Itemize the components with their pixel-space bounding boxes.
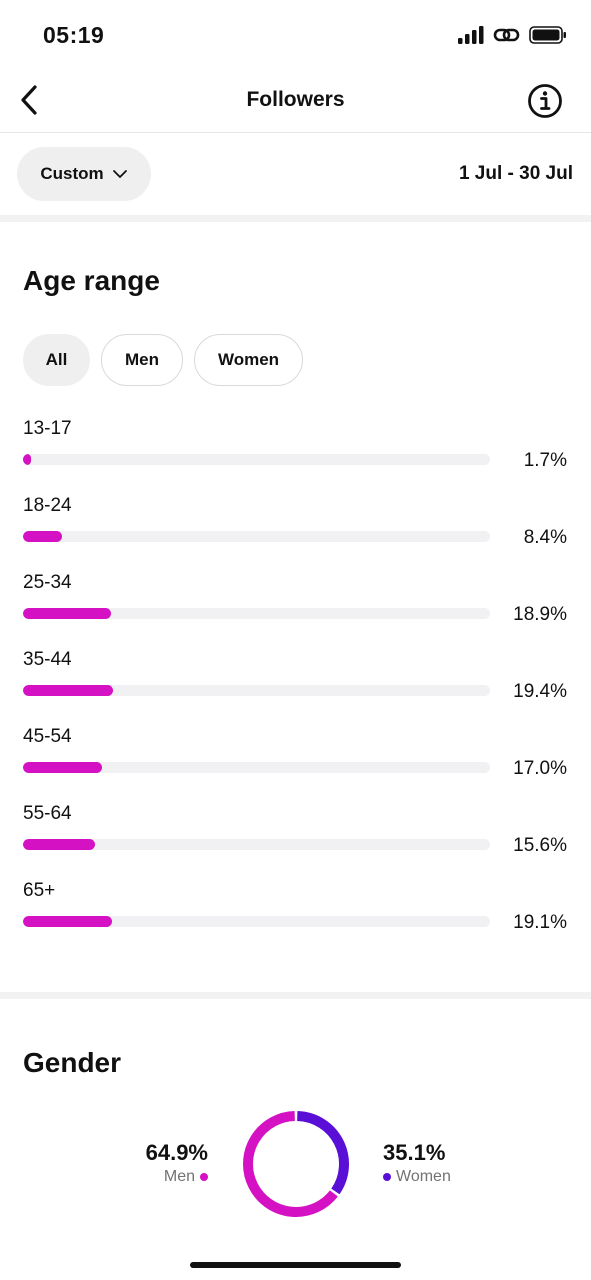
age-row: 65+ 19.1% — [0, 872, 591, 949]
women-percent: 35.1% — [383, 1140, 446, 1165]
gender-women-stat: 35.1% Women — [383, 1140, 451, 1186]
chevron-down-icon — [112, 170, 127, 178]
age-bar-fill — [23, 839, 96, 850]
age-bar-fill — [23, 608, 111, 619]
age-bar-fill — [23, 454, 31, 465]
gender-men-stat: 64.9% Men — [146, 1140, 208, 1186]
back-button[interactable] — [14, 82, 44, 118]
age-label: 55-64 — [23, 803, 72, 824]
age-range-title: Age range — [23, 265, 160, 296]
age-bar-fill — [23, 762, 102, 773]
age-bar-fill — [23, 685, 113, 696]
age-row: 55-64 15.6% — [0, 795, 591, 872]
gender-donut — [243, 1111, 349, 1217]
info-icon — [528, 84, 562, 118]
age-label: 65+ — [23, 880, 56, 901]
filter-row: Custom 1 Jul - 30 Jul — [0, 133, 591, 215]
age-percent: 15.6% — [513, 835, 567, 856]
age-bar-fill — [23, 916, 112, 927]
page-title: Followers — [246, 88, 345, 111]
chip-all[interactable]: All — [23, 334, 90, 386]
date-filter-dropdown[interactable]: Custom — [17, 147, 151, 201]
age-range-list: 13-17 1.7% 18-24 8.4% 25-34 18.9% 35-44 … — [0, 410, 591, 949]
age-bar-track — [23, 531, 490, 542]
gender-title: Gender — [23, 1047, 122, 1078]
donut-segment-men — [243, 1111, 338, 1217]
women-legend: Women — [383, 1168, 451, 1186]
age-bar-track — [23, 762, 490, 773]
nav-bar: Followers — [0, 70, 591, 133]
gender-chart: 64.9% Men 35.1% Women — [0, 1100, 591, 1230]
chip-women[interactable]: Women — [194, 334, 303, 386]
section-divider — [0, 992, 591, 999]
signal-icon — [458, 26, 484, 44]
women-legend-dot — [383, 1173, 391, 1181]
men-label: Men — [163, 1168, 195, 1185]
men-legend-dot — [200, 1173, 208, 1181]
age-percent: 8.4% — [523, 527, 567, 548]
age-percent: 1.7% — [523, 450, 567, 471]
status-bar: 05:19 — [0, 0, 591, 70]
date-filter-label: Custom — [40, 164, 104, 183]
age-percent: 17.0% — [513, 758, 567, 779]
age-row: 45-54 17.0% — [0, 718, 591, 795]
men-legend: Men — [146, 1168, 208, 1186]
gender-filter-chips: All Men Women — [23, 334, 303, 386]
age-bar-track — [23, 916, 490, 927]
date-range: 1 Jul - 30 Jul — [458, 163, 573, 184]
age-label: 45-54 — [23, 726, 72, 747]
link-icon — [493, 28, 520, 42]
age-row: 13-17 1.7% — [0, 410, 591, 487]
age-bar-track — [23, 608, 490, 619]
home-indicator[interactable] — [190, 1262, 401, 1268]
age-bar-track — [23, 685, 490, 696]
age-bar-track — [23, 454, 490, 465]
age-label: 13-17 — [23, 418, 72, 439]
age-percent: 19.4% — [513, 681, 567, 702]
age-percent: 18.9% — [513, 604, 567, 625]
chip-men[interactable]: Men — [101, 334, 183, 386]
donut-segment-women — [296, 1111, 349, 1195]
battery-icon — [529, 26, 566, 44]
status-icons — [457, 24, 567, 46]
age-label: 18-24 — [23, 495, 72, 516]
age-row: 25-34 18.9% — [0, 564, 591, 641]
age-bar-fill — [23, 531, 62, 542]
age-label: 35-44 — [23, 649, 72, 670]
section-divider — [0, 215, 591, 222]
age-percent: 19.1% — [513, 912, 567, 933]
men-percent: 64.9% — [145, 1140, 208, 1165]
age-row: 18-24 8.4% — [0, 487, 591, 564]
chevron-left-icon — [21, 85, 37, 115]
women-label: Women — [396, 1168, 451, 1185]
age-row: 35-44 19.4% — [0, 641, 591, 718]
status-time: 05:19 — [43, 22, 105, 48]
info-button[interactable] — [527, 83, 563, 119]
age-label: 25-34 — [23, 572, 72, 593]
age-bar-track — [23, 839, 490, 850]
